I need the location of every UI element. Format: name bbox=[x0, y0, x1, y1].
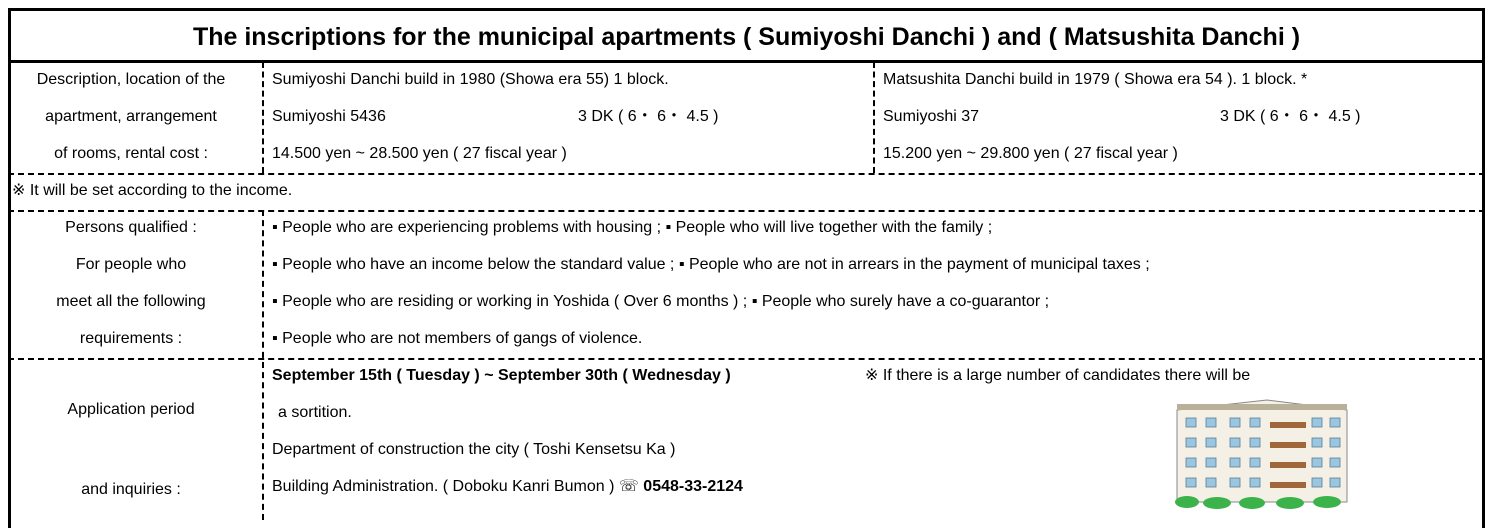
text: 3 DK ( 6・ 6・ 4.5 ) bbox=[1220, 108, 1361, 125]
label: meet all the following bbox=[56, 293, 206, 310]
divider bbox=[873, 62, 875, 173]
period: September 15th ( Tuesday ) ~ September 3… bbox=[272, 367, 731, 384]
text: 15.200 yen ~ 29.800 yen ( 27 fiscal year… bbox=[883, 145, 1178, 162]
item: ▪ People who are not members of gangs of… bbox=[272, 330, 643, 347]
label: requirements : bbox=[79, 330, 183, 347]
text: a sortition. bbox=[278, 404, 352, 421]
text: Building Administration. ( Doboku Kanri … bbox=[272, 477, 743, 497]
text: Sumiyoshi Danchi build in 1980 (Showa er… bbox=[272, 71, 669, 88]
label: of rooms, rental cost : bbox=[54, 145, 208, 162]
title-rule bbox=[8, 60, 1485, 63]
row-rule bbox=[8, 173, 1485, 175]
label: Description, location of the bbox=[36, 71, 226, 88]
text: Department of construction the city ( To… bbox=[272, 441, 676, 458]
item: ▪ People who are experiencing problems w… bbox=[272, 219, 993, 236]
building-image bbox=[1175, 399, 1348, 509]
item: ▪ People who are residing or working in … bbox=[272, 293, 1050, 310]
note: ※ It will be set according to the income… bbox=[12, 182, 293, 199]
label: and inquiries : bbox=[81, 481, 181, 498]
text: Building Administration. ( Doboku Kanri … bbox=[272, 478, 639, 495]
label: For people who bbox=[75, 256, 187, 273]
divider bbox=[262, 62, 264, 173]
divider bbox=[262, 210, 264, 520]
text: Sumiyoshi 5436 bbox=[272, 108, 386, 125]
label: Persons qualified : bbox=[65, 219, 197, 236]
text: Sumiyoshi 37 bbox=[883, 108, 980, 125]
page: The inscriptions for the municipal apart… bbox=[8, 8, 1485, 528]
row-rule bbox=[8, 358, 1485, 360]
text: 3 DK ( 6・ 6・ 4.5 ) bbox=[578, 108, 719, 125]
label: apartment, arrangement bbox=[45, 108, 217, 125]
text: Matsushita Danchi build in 1979 ( Showa … bbox=[883, 71, 1308, 88]
item: ▪ People who have an income below the st… bbox=[272, 256, 1150, 273]
phone: 0548-33-2124 bbox=[643, 478, 743, 495]
label: Application period bbox=[67, 401, 195, 418]
title: The inscriptions for the municipal apart… bbox=[192, 23, 1301, 51]
note: ※ If there is a large number of candidat… bbox=[865, 367, 1251, 384]
text: 14.500 yen ~ 28.500 yen ( 27 fiscal year… bbox=[272, 145, 567, 162]
frame bbox=[8, 8, 1485, 528]
row-rule bbox=[8, 210, 1485, 212]
